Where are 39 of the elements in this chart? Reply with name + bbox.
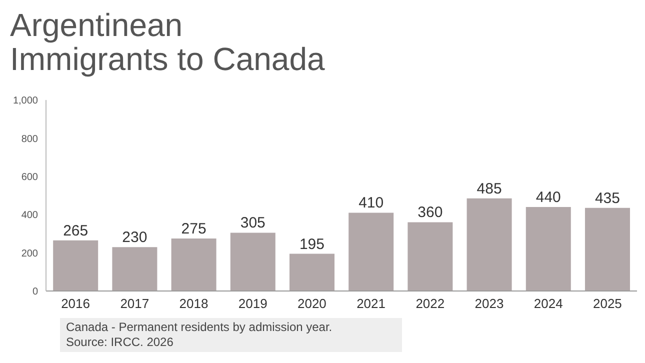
x-tick-label: 2016 bbox=[61, 296, 90, 312]
y-tick-label: 0 bbox=[32, 286, 38, 298]
bar bbox=[584, 208, 630, 291]
x-tick-label: 2022 bbox=[416, 296, 445, 312]
data-label: 265 bbox=[63, 222, 88, 240]
source-note: Source: IRCC. 2026 bbox=[66, 335, 174, 350]
y-tick-label: 200 bbox=[21, 248, 38, 260]
bar bbox=[112, 247, 158, 291]
y-tick-label: 800 bbox=[21, 134, 38, 145]
bar bbox=[466, 198, 512, 291]
data-label: 435 bbox=[594, 190, 620, 207]
bar bbox=[53, 240, 98, 291]
bar bbox=[289, 254, 334, 291]
x-tick-label: 2025 bbox=[592, 296, 622, 312]
data-label: 230 bbox=[122, 229, 148, 246]
x-tick-label: 2020 bbox=[297, 296, 326, 312]
chart-title: Argentinean Immigrants to Canada bbox=[10, 7, 326, 77]
bar bbox=[526, 206, 571, 291]
bar bbox=[408, 222, 453, 291]
y-tick-label: 1,000 bbox=[12, 96, 38, 107]
x-tick-label: 2023 bbox=[474, 296, 504, 312]
data-label: 275 bbox=[181, 220, 206, 238]
bar bbox=[348, 212, 394, 291]
y-tick-label: 600 bbox=[21, 172, 38, 183]
text: Canada - Permanent residents by admission year. bbox=[66, 320, 334, 335]
data-label: 440 bbox=[536, 188, 561, 206]
data-label: 195 bbox=[299, 236, 325, 253]
bar bbox=[230, 232, 276, 291]
y-tick-label: 400 bbox=[21, 210, 38, 222]
data-label: 305 bbox=[240, 214, 266, 232]
data-label: 360 bbox=[418, 204, 443, 222]
bar bbox=[171, 238, 216, 291]
x-tick-label: 2024 bbox=[534, 296, 563, 312]
data-label: 485 bbox=[476, 180, 502, 198]
x-tick-label: 2021 bbox=[356, 296, 386, 312]
x-tick-label: 2018 bbox=[179, 296, 208, 312]
x-tick-label: 2019 bbox=[238, 296, 268, 312]
data-label: 410 bbox=[358, 194, 384, 212]
x-tick-label: 2017 bbox=[120, 296, 150, 312]
